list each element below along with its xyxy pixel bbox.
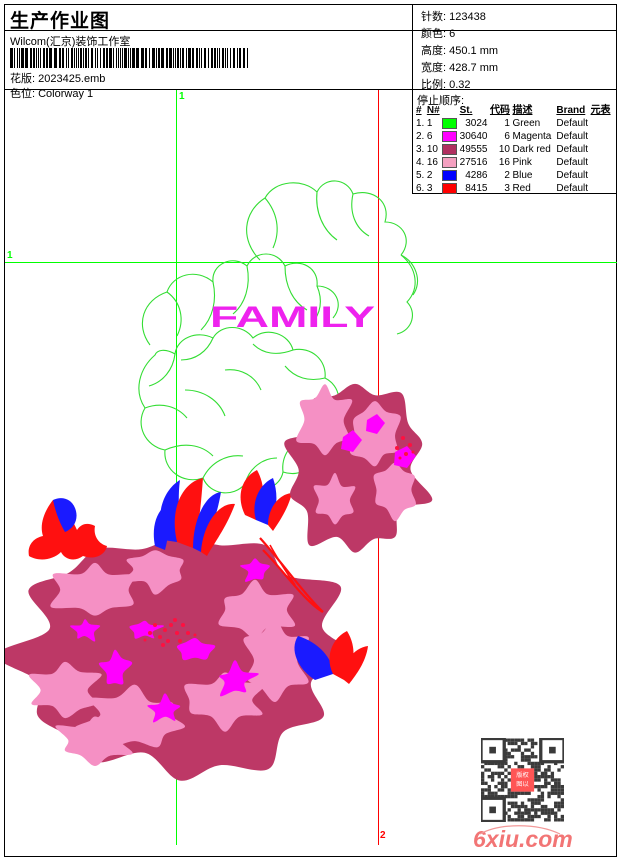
svg-text:版权: 版权: [516, 771, 529, 779]
svg-text:FAMILY: FAMILY: [210, 301, 375, 334]
svg-text:图以: 图以: [516, 781, 528, 788]
svg-text:6xiu.com: 6xiu.com: [473, 826, 572, 851]
